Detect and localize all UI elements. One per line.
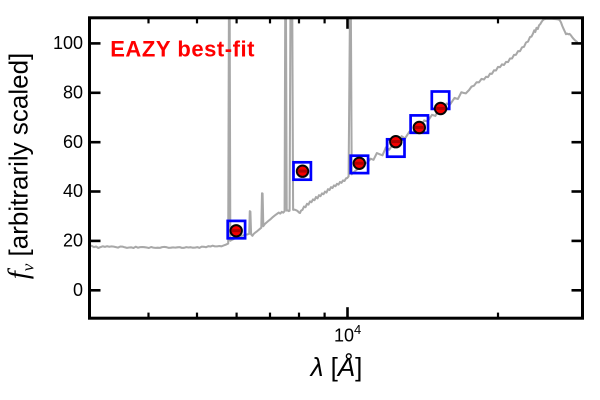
- svg-text:λ [Å]: λ [Å]: [309, 352, 363, 382]
- svg-text:20: 20: [63, 231, 83, 251]
- svg-text:fν [arbitrarily scaled]: fν [arbitrarily scaled]: [3, 53, 38, 280]
- svg-text:80: 80: [63, 82, 83, 102]
- svg-text:EAZY best-fit: EAZY best-fit: [110, 37, 255, 62]
- svg-text:0: 0: [73, 280, 83, 300]
- svg-text:100: 100: [53, 33, 83, 53]
- svg-text:40: 40: [63, 181, 83, 201]
- svg-text:60: 60: [63, 132, 83, 152]
